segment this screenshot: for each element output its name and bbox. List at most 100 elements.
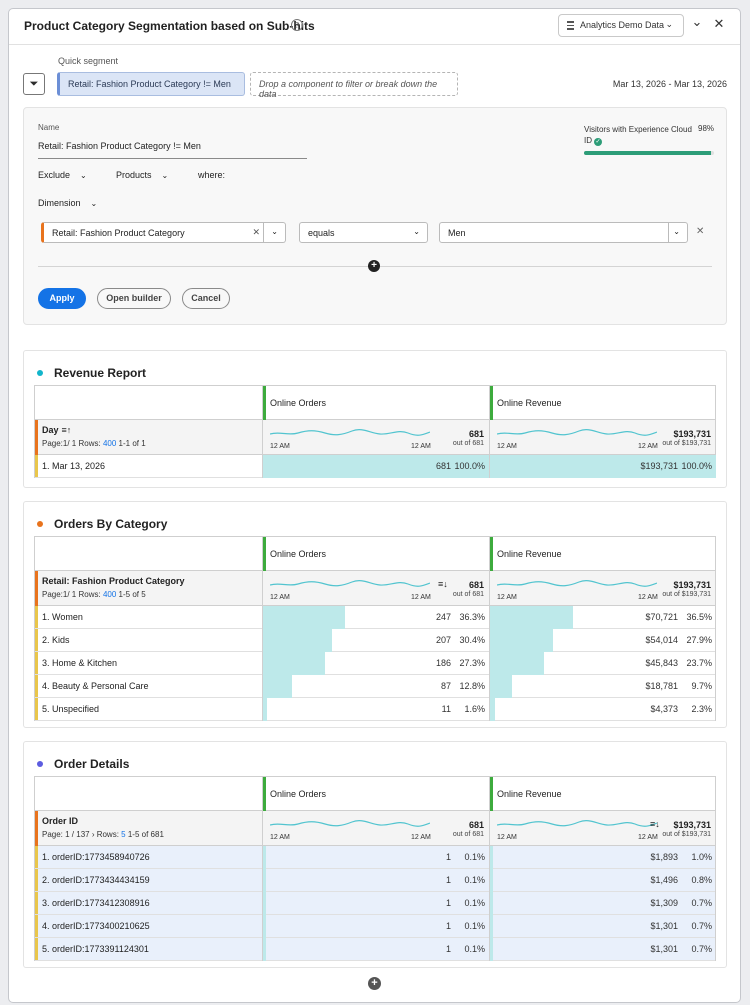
table-row[interactable]: 2. Kids 207 30.4% $54,014 27.9% xyxy=(35,629,715,652)
cell-percent: 1.0% xyxy=(691,852,712,862)
metric-name: Online Revenue xyxy=(497,549,562,559)
filter-icon[interactable]: ⏷ xyxy=(23,73,45,95)
cancel-button[interactable]: Cancel xyxy=(182,288,230,309)
dimension-name: Order ID xyxy=(42,816,78,826)
table-row[interactable]: 1. orderID:1773458940726 1 0.1% $1,893 1.0% xyxy=(35,846,715,869)
pagination: Page:1/ 1 Rows: 400 1-5 of 5 xyxy=(42,590,146,599)
table-row[interactable]: 3. orderID:1773412308916 1 0.1% $1,309 0.7% xyxy=(35,892,715,915)
collapse-icon[interactable]: ⌄ xyxy=(691,14,703,29)
metric-accent xyxy=(490,777,493,811)
row-accent xyxy=(35,698,38,720)
dimension-header[interactable]: Day ≡↑ Page:1/ 1 Rows: 400 1-1 of 1 xyxy=(35,420,262,455)
add-visualization-icon[interactable]: + xyxy=(368,977,381,990)
cell-percent: 23.7% xyxy=(686,658,712,668)
drop-zone[interactable]: Drop a component to filter or break down… xyxy=(250,72,458,99)
value-bar xyxy=(490,606,573,629)
axis-tick-end: 12 AM xyxy=(411,834,431,841)
cell-value: 11 xyxy=(441,704,451,714)
exclude-dropdown[interactable]: Exclude ⌄ xyxy=(38,170,87,180)
dimension-name: Day ≡↑ xyxy=(42,425,71,435)
open-builder-button[interactable]: Open builder xyxy=(97,288,171,309)
value-combobox[interactable]: Men ⌄ xyxy=(439,222,688,243)
value-bar xyxy=(263,698,267,721)
table-row[interactable]: 3. Home & Kitchen 186 27.3% $45,843 23.7% xyxy=(35,652,715,675)
chevron-down-icon[interactable]: ⌄ xyxy=(673,227,680,236)
metric-summary: 12 AM 12 AM $193,731 out of $193,731 xyxy=(489,571,716,606)
dimension-dropdown[interactable]: Dimension ⌄ xyxy=(38,198,97,208)
condition-dimension-field[interactable]: Retail: Fashion Product Category ✕ ⌄ xyxy=(41,222,286,243)
metric-name: Online Orders xyxy=(270,789,327,799)
report-title: Orders By Category xyxy=(54,517,168,531)
range-text: 1-1 of 1 xyxy=(118,439,146,448)
value-bar xyxy=(263,892,266,915)
close-icon[interactable]: ✕ xyxy=(713,16,725,31)
add-condition-icon[interactable]: + xyxy=(368,260,380,272)
metric-accent xyxy=(263,777,266,811)
sparkline xyxy=(270,820,430,827)
cell-percent: 0.7% xyxy=(691,921,712,931)
metric-accent xyxy=(263,537,266,571)
dimension-header[interactable]: Order ID Page: 1 / 137 › Rows: 5 1-5 of 6… xyxy=(35,811,262,846)
dimension-header[interactable]: Retail: Fashion Product Category Page:1/ … xyxy=(35,571,262,606)
segment-chip[interactable]: Retail: Fashion Product Category != Men xyxy=(57,72,245,96)
segment-name-input[interactable]: Retail: Fashion Product Category != Men xyxy=(38,141,307,159)
metric-header[interactable]: Online Orders xyxy=(262,537,489,571)
chevron-down-icon[interactable]: ⌄ xyxy=(271,227,278,236)
cell-percent: 2.3% xyxy=(691,704,712,714)
help-icon[interactable]: ? xyxy=(291,19,303,31)
rows-link[interactable]: 400 xyxy=(102,439,117,448)
sort-icon[interactable]: ≡↓ xyxy=(438,579,448,589)
metric-header[interactable]: Online Orders xyxy=(262,777,489,811)
cell-value: 681 xyxy=(435,461,451,471)
rows-link[interactable]: 5 xyxy=(121,830,126,839)
metric-name: Online Revenue xyxy=(497,398,562,408)
metric-summary: 12 AM 12 AM 681 out of 681 xyxy=(262,420,489,455)
cell-percent: 0.7% xyxy=(691,898,712,908)
metric-cell: 1 0.1% xyxy=(262,915,489,938)
table-row[interactable]: 2. orderID:1773434434159 1 0.1% $1,496 0.8% xyxy=(35,869,715,892)
sort-icon[interactable]: ≡↓ xyxy=(650,819,660,829)
metric-cell: 11 1.6% xyxy=(262,698,489,721)
operator-dropdown[interactable]: equals ⌄ xyxy=(299,222,428,243)
cell-value: $1,893 xyxy=(650,852,678,862)
row-label: 2. orderID:1773434434159 xyxy=(42,875,150,885)
metric-header[interactable]: Online Revenue xyxy=(489,777,716,811)
metric-total-sub: out of $193,731 xyxy=(662,591,711,598)
metric-header[interactable]: Online Revenue xyxy=(489,386,716,420)
visitors-percent: 98% xyxy=(698,124,715,133)
table-row[interactable]: 5. orderID:1773391124301 1 0.1% $1,301 0.7% xyxy=(35,938,715,961)
table-row[interactable]: 4. orderID:1773400210625 1 0.1% $1,301 0.7% xyxy=(35,915,715,938)
table-row[interactable]: 1. Women 247 36.3% $70,721 36.5% xyxy=(35,606,715,629)
metric-header[interactable]: Online Revenue xyxy=(489,537,716,571)
table-header: Online Orders Online Revenue xyxy=(35,537,715,571)
cell-value: $193,731 xyxy=(640,461,678,471)
row-label: 1. orderID:1773458940726 xyxy=(42,852,150,862)
metric-header[interactable]: Online Orders xyxy=(262,386,489,420)
table-row[interactable]: 4. Beauty & Personal Care 87 12.8% $18,781 9… xyxy=(35,675,715,698)
data-source-dropdown[interactable]: Analytics Demo Data ⌄ xyxy=(558,14,684,37)
cell-percent: 0.1% xyxy=(464,852,485,862)
axis-tick-end: 12 AM xyxy=(638,834,658,841)
clear-icon[interactable]: ✕ xyxy=(252,227,260,237)
table-row[interactable]: 5. Unspecified 11 1.6% $4,373 2.3% xyxy=(35,698,715,721)
apply-button[interactable]: Apply xyxy=(38,288,86,309)
metric-accent xyxy=(263,386,266,420)
table-row[interactable]: 1. Mar 13, 2026 681 100.0% $193,731 100.0% xyxy=(35,455,716,478)
data-source-label: Analytics Demo Data xyxy=(580,20,665,30)
rows-link[interactable]: 400 xyxy=(102,590,117,599)
pagination: Page:1/ 1 Rows: 400 1-1 of 1 xyxy=(42,439,146,448)
row-label: 3. Home & Kitchen xyxy=(42,658,118,668)
sort-icon[interactable]: ≡↑ xyxy=(61,425,72,435)
chevron-down-icon: ⌄ xyxy=(413,227,420,236)
metric-cell: $1,893 1.0% xyxy=(489,846,716,869)
cell-value: $18,781 xyxy=(645,681,678,691)
date-range[interactable]: Mar 13, 2026 - Mar 13, 2026 xyxy=(612,79,727,89)
cell-percent: 30.4% xyxy=(459,635,485,645)
metric-cell: 681 100.0% xyxy=(262,455,489,478)
operator-value: equals xyxy=(308,228,335,238)
container-dropdown[interactable]: Products ⌄ xyxy=(116,170,168,180)
row-accent xyxy=(35,455,38,477)
sparkline xyxy=(270,580,430,587)
remove-condition-icon[interactable]: ✕ xyxy=(696,226,705,237)
metric-total-sub: out of 681 xyxy=(452,440,484,447)
